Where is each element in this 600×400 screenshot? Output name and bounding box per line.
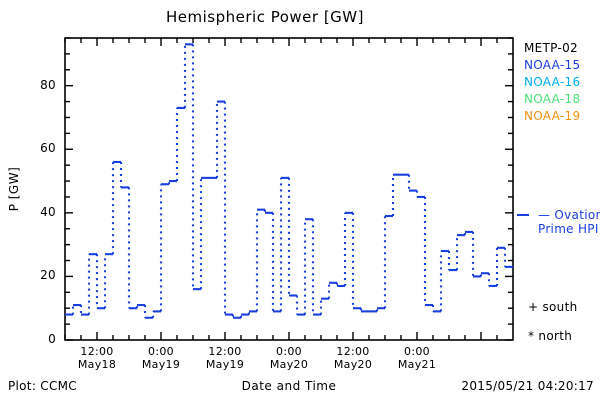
satellite-legend: METP-02 NOAA-15 NOAA-16 NOAA-18 NOAA-19 [524,40,580,125]
x-tick-label: 0:00 May21 [382,345,452,371]
x-tick-time: 0:00 [404,345,430,358]
x-tick-time: 12:00 [336,345,370,358]
x-axis-label: Date and Time [241,379,337,393]
y-tick-label: 60 [40,141,56,156]
legend-item-noaa-19[interactable]: NOAA-19 [524,109,581,123]
ovation-legend-line1: — Ovation [538,208,600,222]
x-tick-time: 12:00 [208,345,242,358]
x-tick-date: May18 [77,358,117,371]
x-axis-ticks [64,38,498,340]
ovation-legend-line-icon [517,214,529,216]
y-tick-label: 0 [48,332,56,346]
y-axis-label: P [GW] [7,166,21,212]
x-tick-label: 0:00 May20 [254,345,324,371]
plot-credit: Plot: CCMC [8,379,77,393]
data-series-ovation-prime-hpi [65,43,513,319]
ovation-legend-line2: Prime HPI [538,222,599,236]
x-tick-date: May20 [333,358,373,371]
chart-title: Hemispheric Power [GW] [166,8,364,26]
x-tick-date: May19 [205,358,245,371]
legend-marker-south: + south [528,300,578,314]
x-tick-date: May21 [397,358,437,371]
legend-item-noaa-16[interactable]: NOAA-16 [524,75,581,89]
legend-marker-north: * north [528,329,573,343]
x-tick-label: 12:00 May20 [318,345,388,371]
x-tick-time: 0:00 [148,345,174,358]
legend-item-noaa-15[interactable]: NOAA-15 [524,58,581,72]
x-tick-time: 12:00 [80,345,114,358]
y-axis-ticks [65,37,513,341]
legend-item-metop-02[interactable]: METP-02 [524,41,578,55]
x-tick-label: 0:00 May19 [126,345,196,371]
y-tick-label: 80 [40,77,56,92]
x-tick-date: May20 [269,358,309,371]
plot-timestamp: 2015/05/21 04:20:17 [461,379,594,393]
x-tick-label: 12:00 May18 [62,345,132,371]
y-tick-label: 40 [40,204,56,219]
legend-item-noaa-18[interactable]: NOAA-18 [524,92,581,106]
ovation-legend[interactable]: — Ovation Prime HPI [538,208,600,236]
x-tick-time: 0:00 [276,345,302,358]
y-tick-label: 20 [40,268,56,283]
x-tick-date: May19 [141,358,181,371]
x-tick-label: 12:00 May19 [190,345,260,371]
